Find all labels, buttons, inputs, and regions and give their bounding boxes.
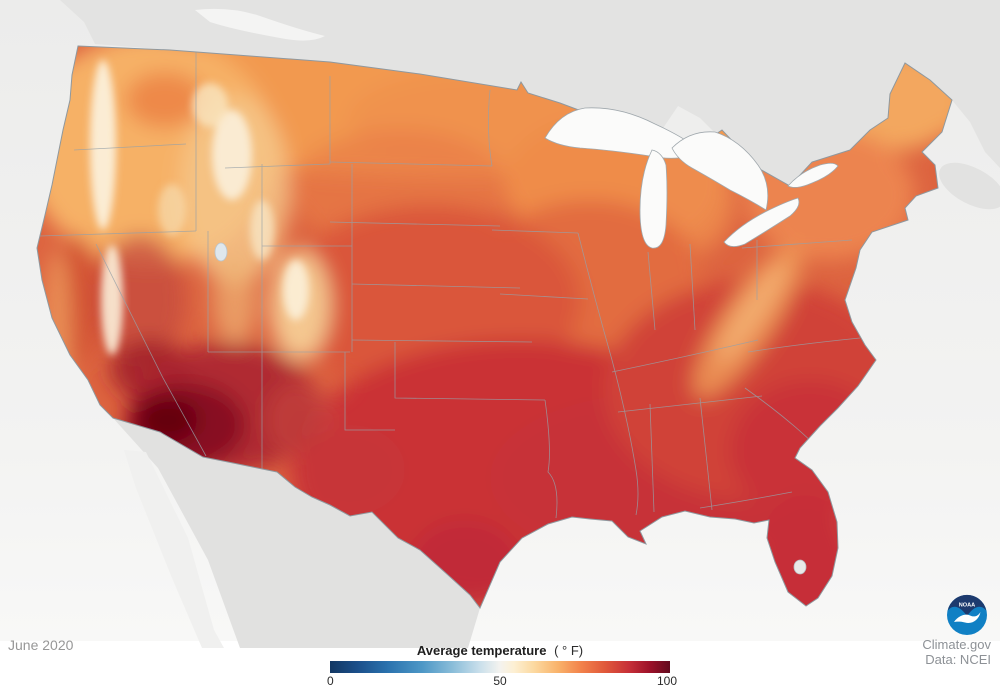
legend-tick-max: 100 xyxy=(656,674,677,688)
us-outline xyxy=(36,45,953,609)
legend-tick-min: 0 xyxy=(327,674,334,688)
lake-erie xyxy=(723,197,800,247)
date-label: June 2020 xyxy=(8,637,74,653)
vancouver-island xyxy=(195,8,325,41)
legend-ticks: 0 50 100 xyxy=(327,674,677,690)
legend-tick-mid: 50 xyxy=(493,674,507,688)
lake-michigan xyxy=(639,149,668,249)
canada-landmass xyxy=(60,0,1000,210)
noaa-logo: NOAA xyxy=(947,594,987,635)
legend-colorbar xyxy=(330,661,670,673)
legend-title: Average temperature ( ° F) xyxy=(0,643,1000,658)
noaa-seagull-icon xyxy=(954,612,981,623)
gulf-of-california xyxy=(124,450,224,648)
nova-scotia xyxy=(939,162,1000,210)
lake-ontario xyxy=(787,162,839,188)
noaa-logo-text: NOAA xyxy=(959,603,975,609)
legend-title-text: Average temperature xyxy=(416,643,547,658)
mexico-landmass xyxy=(113,418,480,648)
noaa-logo-crest xyxy=(947,594,987,616)
great-salt-lake xyxy=(214,242,228,262)
lake-huron xyxy=(671,131,769,211)
mountain-cool-patches xyxy=(90,60,309,355)
great-lakes xyxy=(214,107,839,575)
credit-climate-gov: Climate.gov xyxy=(922,637,991,652)
legend-units: ( ° F) xyxy=(554,643,584,658)
credit-data-ncei: Data: NCEI xyxy=(925,652,991,667)
credits-block: Climate.gov Data: NCEI xyxy=(922,637,991,667)
